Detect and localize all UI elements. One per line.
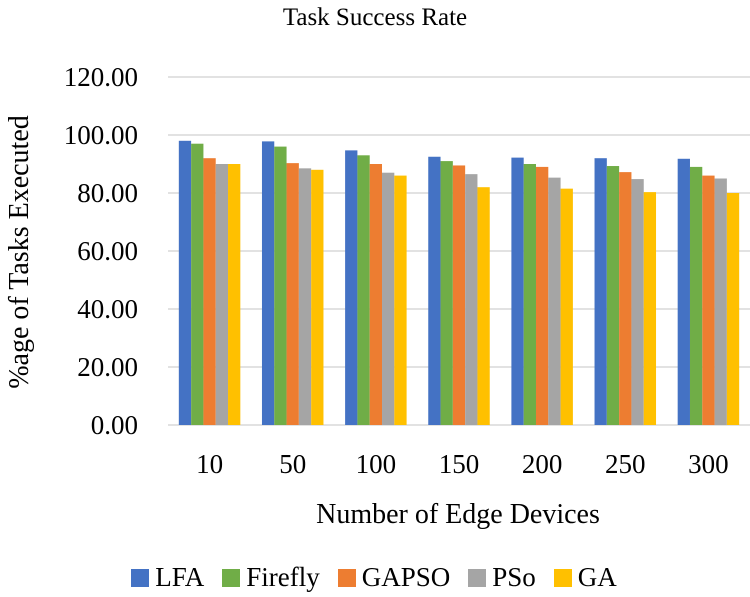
bar-ga-300 [726, 193, 740, 425]
legend-label-pso: PSo [492, 562, 536, 592]
legend-swatch-ga [553, 568, 572, 587]
bar-pso-50 [298, 168, 312, 425]
bar-pso-100 [382, 172, 395, 425]
bar-pso-10 [215, 164, 229, 425]
bar-gapso-10 [203, 158, 216, 425]
y-tick-label: 80.00 [77, 178, 138, 208]
x-axis-title: Number of Edge Devices [316, 499, 600, 530]
bar-pso-200 [548, 177, 561, 425]
bar-gapso-150 [452, 165, 466, 425]
bar-gapso-300 [702, 175, 715, 425]
legend-item-gapso: GAPSO [337, 562, 451, 593]
bars [178, 140, 740, 426]
legend-item-pso: PSo [468, 562, 536, 593]
legend: LFA Firefly GAPSO PSo GA [0, 562, 750, 593]
bar-ga-250 [643, 192, 657, 425]
bar-ga-50 [311, 169, 324, 425]
bar-gapso-50 [286, 163, 299, 425]
bar-firefly-100 [357, 155, 370, 426]
y-tick-label: 40.00 [77, 294, 138, 324]
legend-item-lfa: LFA [131, 562, 204, 593]
bar-pso-300 [714, 178, 727, 425]
y-tick-label: 120.00 [64, 62, 138, 92]
legend-swatch-pso [468, 568, 487, 587]
x-tick-label: 50 [279, 449, 306, 479]
bar-lfa-10 [178, 140, 192, 426]
bar-pso-250 [631, 179, 644, 425]
x-tick-label: 200 [522, 449, 563, 479]
legend-swatch-firefly [222, 568, 241, 587]
bar-firefly-250 [606, 166, 620, 425]
bar-firefly-200 [523, 164, 536, 425]
legend-item-firefly: Firefly [222, 562, 320, 593]
x-tick-label: 150 [439, 449, 480, 479]
x-tick-label: 250 [605, 449, 646, 479]
bar-firefly-50 [274, 146, 287, 425]
y-axis-title: %age of Tasks Executed [4, 115, 35, 389]
bar-ga-100 [394, 175, 407, 425]
bar-gapso-200 [535, 166, 549, 425]
bar-lfa-100 [345, 150, 358, 425]
bar-ga-150 [477, 187, 490, 425]
y-tick-label: 20.00 [77, 352, 138, 382]
legend-item-ga: GA [553, 562, 617, 593]
y-tick-label: 100.00 [64, 120, 138, 150]
x-tick-label: 10 [196, 449, 223, 479]
bar-lfa-250 [594, 158, 607, 425]
y-tick-label: 60.00 [77, 236, 138, 266]
x-axis-ticks: 10 50 100 150 200 250 300 [196, 449, 729, 479]
bar-pso-150 [465, 174, 478, 425]
y-tick-label: 0.00 [91, 410, 138, 440]
bar-lfa-200 [511, 157, 524, 425]
bar-ga-200 [560, 188, 573, 425]
bar-lfa-300 [677, 158, 690, 425]
legend-label-firefly: Firefly [246, 562, 320, 592]
legend-label-ga: GA [577, 562, 617, 592]
x-tick-label: 300 [688, 449, 729, 479]
bar-ga-10 [228, 164, 241, 425]
x-tick-label: 100 [356, 449, 397, 479]
legend-label-lfa: LFA [155, 562, 205, 592]
bar-lfa-50 [261, 141, 275, 425]
bar-firefly-300 [689, 166, 703, 425]
legend-swatch-lfa [131, 568, 150, 587]
y-axis-ticks: 0.00 20.00 40.00 60.00 80.00 100.00 120.00 [64, 62, 138, 440]
chart-title: Task Success Rate [282, 4, 468, 31]
legend-label-gapso: GAPSO [361, 562, 451, 592]
bar-lfa-150 [428, 156, 441, 425]
bar-firefly-10 [191, 143, 204, 425]
bar-firefly-150 [440, 161, 453, 425]
legend-swatch-gapso [337, 568, 356, 587]
bar-gapso-100 [369, 164, 383, 425]
bar-gapso-250 [619, 172, 632, 425]
